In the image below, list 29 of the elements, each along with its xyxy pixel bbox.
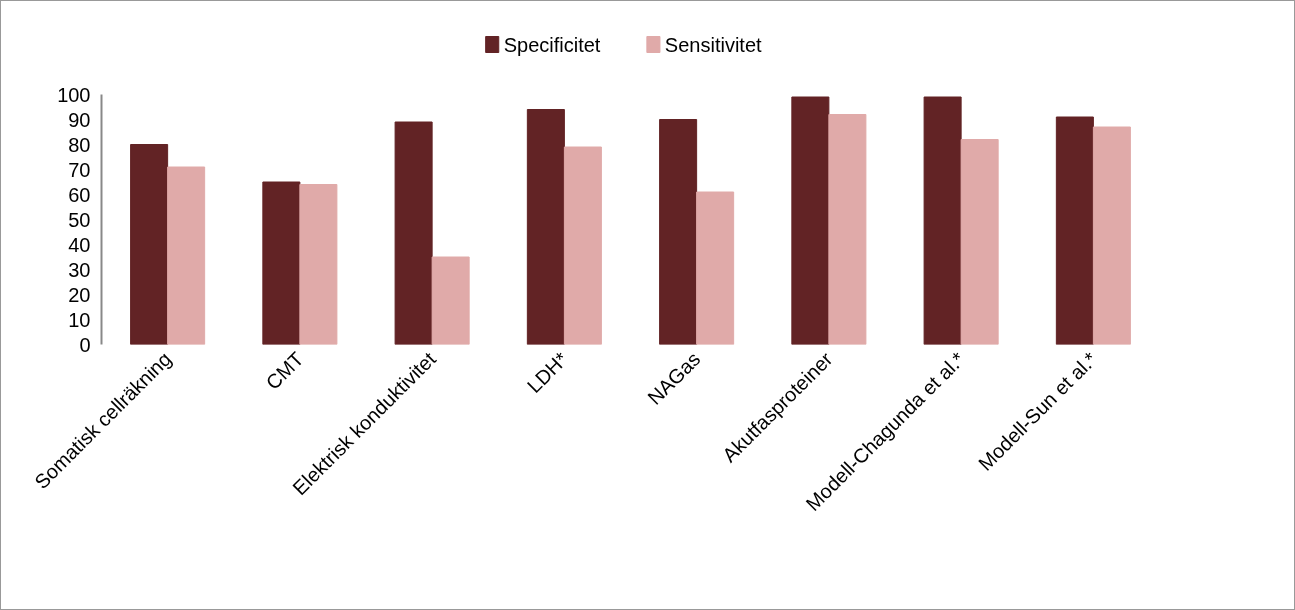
y-tick-label: 60: [68, 183, 91, 206]
y-tick-label: 80: [68, 133, 91, 156]
bar: [394, 121, 433, 345]
y-tick-label: 10: [68, 308, 91, 331]
bar: [696, 191, 735, 345]
bar: [563, 146, 602, 345]
bar: [299, 184, 338, 345]
y-tick-label: 20: [68, 283, 91, 306]
bar: [526, 109, 565, 345]
bar: [923, 96, 962, 345]
bar: [828, 114, 867, 345]
legend-label: Sensitivitet: [664, 33, 763, 56]
y-tick-label: 30: [68, 258, 91, 281]
bar: [167, 166, 206, 345]
bar: [1092, 126, 1131, 345]
legend-label: Specificitet: [503, 33, 601, 56]
y-tick-label: 100: [57, 83, 91, 106]
bar: [659, 119, 698, 345]
bar: [960, 139, 999, 345]
y-tick-label: 40: [68, 233, 91, 256]
y-tick-label: 90: [68, 108, 91, 131]
y-tick-label: 70: [68, 158, 91, 181]
y-tick-label: 50: [68, 208, 91, 231]
bar: [130, 144, 169, 345]
bar: [1055, 116, 1094, 345]
y-tick-label: 0: [79, 333, 91, 356]
bar: [431, 256, 470, 345]
bar: [791, 96, 830, 345]
bar: [262, 181, 301, 345]
